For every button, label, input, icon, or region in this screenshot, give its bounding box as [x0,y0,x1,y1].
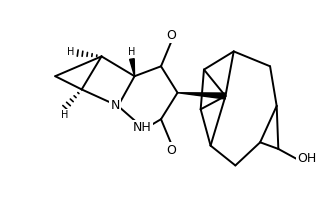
Text: N: N [111,99,120,113]
Polygon shape [130,59,135,76]
Text: O: O [167,144,176,157]
Text: H: H [67,47,74,57]
Text: OH: OH [298,152,317,165]
Text: O: O [167,29,176,42]
Text: NH: NH [132,121,151,134]
Polygon shape [177,93,226,99]
Text: H: H [61,110,68,120]
Text: H: H [128,47,136,57]
